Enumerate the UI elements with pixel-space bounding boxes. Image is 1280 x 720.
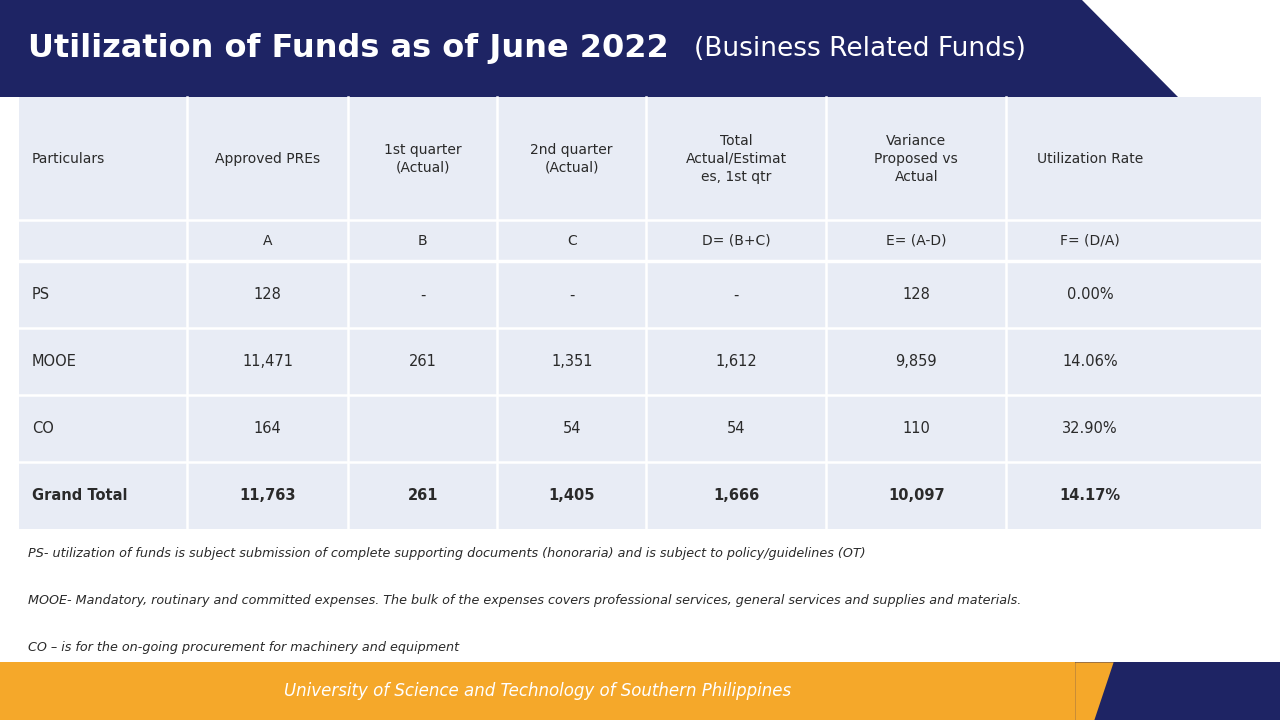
Text: MOOE- Mandatory, routinary and committed expenses. The bulk of the expenses cove: MOOE- Mandatory, routinary and committed…: [28, 594, 1021, 607]
Text: 32.90%: 32.90%: [1062, 421, 1117, 436]
Text: 1,666: 1,666: [713, 488, 759, 503]
Text: 128: 128: [253, 287, 282, 302]
Text: 14.06%: 14.06%: [1062, 354, 1117, 369]
Text: PS- utilization of funds is subject submission of complete supporting documents : PS- utilization of funds is subject subm…: [28, 547, 865, 560]
Text: 11,763: 11,763: [239, 488, 296, 503]
Text: Utilization of Funds as of June 2022: Utilization of Funds as of June 2022: [28, 33, 680, 64]
Text: University of Science and Technology of Southern Philippines: University of Science and Technology of …: [284, 683, 791, 700]
Text: 1st quarter
(Actual): 1st quarter (Actual): [384, 143, 462, 175]
Text: F= (D/A): F= (D/A): [1060, 234, 1120, 248]
Text: 1,351: 1,351: [550, 354, 593, 369]
Text: -: -: [733, 287, 739, 302]
Text: 14.17%: 14.17%: [1060, 488, 1121, 503]
Text: CO: CO: [32, 421, 54, 436]
Text: MOOE: MOOE: [32, 354, 77, 369]
Text: Grand Total: Grand Total: [32, 488, 128, 503]
Text: 110: 110: [902, 421, 931, 436]
Text: 54: 54: [727, 421, 745, 436]
Text: 128: 128: [902, 287, 931, 302]
Text: 261: 261: [408, 354, 436, 369]
Text: 2nd quarter
(Actual): 2nd quarter (Actual): [530, 143, 613, 175]
Text: 11,471: 11,471: [242, 354, 293, 369]
Text: CO – is for the on-going procurement for machinery and equipment: CO – is for the on-going procurement for…: [28, 641, 460, 654]
Text: 9,859: 9,859: [896, 354, 937, 369]
Polygon shape: [1082, 0, 1280, 97]
Bar: [19, 97, 1261, 529]
Text: 1,612: 1,612: [716, 354, 756, 369]
Text: Total
Actual/Estimat
es, 1st qtr: Total Actual/Estimat es, 1st qtr: [686, 134, 787, 184]
Text: 10,097: 10,097: [888, 488, 945, 503]
Text: 0.00%: 0.00%: [1066, 287, 1114, 302]
Text: D= (B+C): D= (B+C): [701, 234, 771, 248]
Text: Approved PREs: Approved PREs: [215, 152, 320, 166]
Text: Utilization Rate: Utilization Rate: [1037, 152, 1143, 166]
Bar: [1075, 662, 1280, 720]
Text: A: A: [262, 234, 273, 248]
Text: 261: 261: [407, 488, 438, 503]
Text: -: -: [570, 287, 575, 302]
Text: -: -: [420, 287, 425, 302]
Text: B: B: [417, 234, 428, 248]
Text: E= (A-D): E= (A-D): [886, 234, 946, 248]
Text: Variance
Proposed vs
Actual: Variance Proposed vs Actual: [874, 134, 959, 184]
Text: 1,405: 1,405: [548, 488, 595, 503]
Text: C: C: [567, 234, 576, 248]
Text: 54: 54: [562, 421, 581, 436]
Text: PS: PS: [32, 287, 50, 302]
Text: 164: 164: [253, 421, 282, 436]
Polygon shape: [1075, 662, 1114, 720]
Bar: [0, 662, 1126, 720]
Text: Particulars: Particulars: [32, 152, 105, 166]
Text: (Business Related Funds): (Business Related Funds): [694, 35, 1025, 62]
Bar: [0, 0, 1280, 97]
